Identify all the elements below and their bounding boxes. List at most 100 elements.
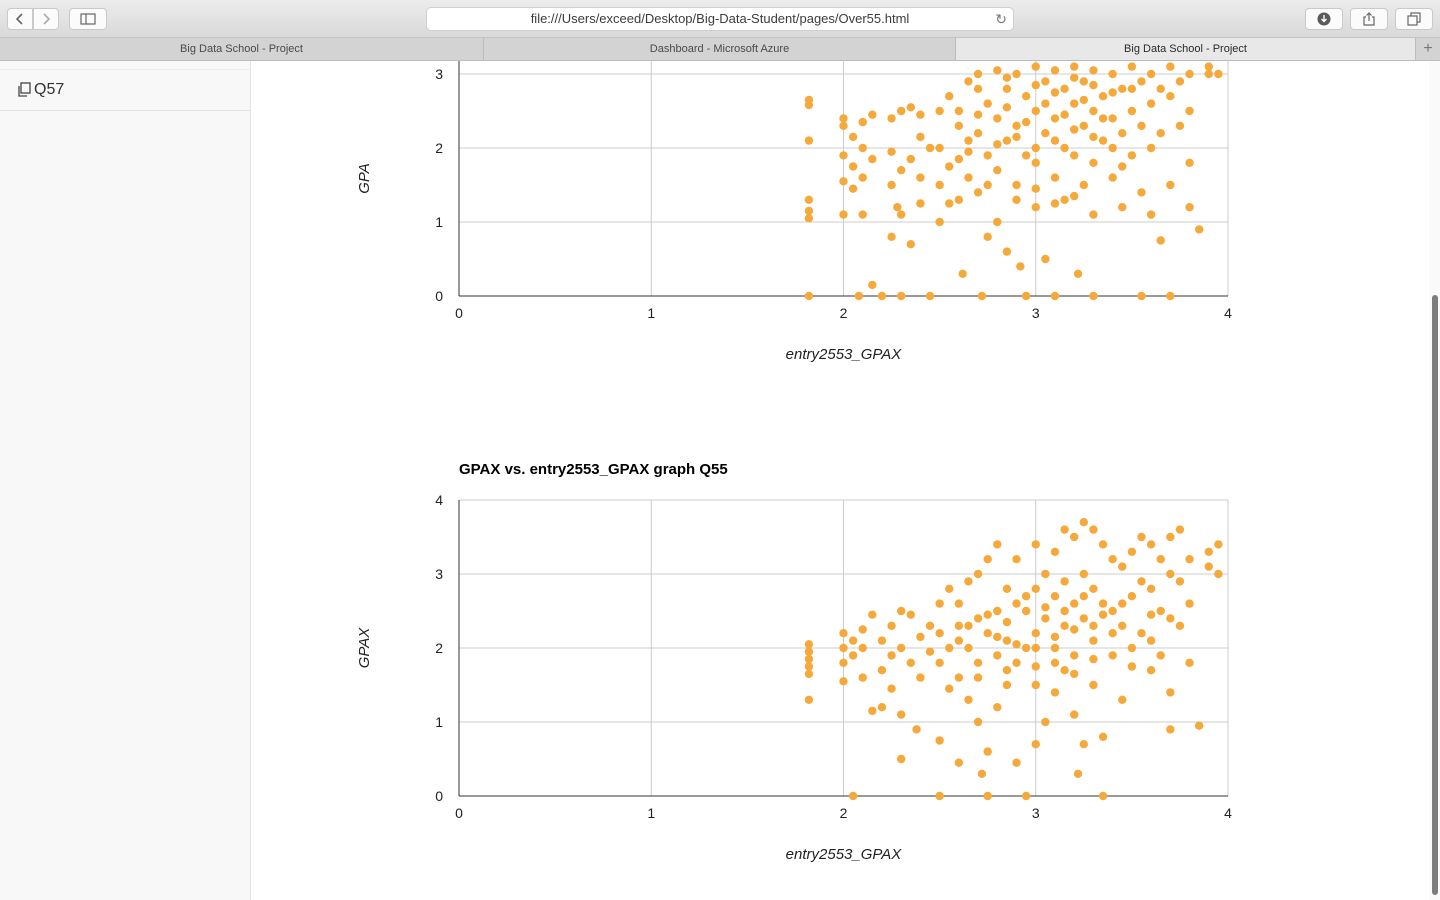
data-point bbox=[1137, 188, 1146, 197]
data-point bbox=[1108, 69, 1117, 79]
data-point bbox=[1185, 106, 1194, 116]
scrollbar[interactable] bbox=[1429, 61, 1440, 900]
copy-icon bbox=[18, 82, 31, 97]
data-point bbox=[1089, 636, 1098, 645]
share-button[interactable] bbox=[1350, 8, 1388, 30]
data-point bbox=[1127, 643, 1137, 653]
data-point bbox=[1070, 710, 1079, 719]
data-point bbox=[1041, 129, 1050, 138]
data-point bbox=[1050, 547, 1060, 556]
data-point bbox=[1108, 555, 1117, 564]
data-point bbox=[1127, 547, 1137, 556]
tab-big-data-school-1[interactable]: Big Data School - Project bbox=[0, 38, 484, 60]
data-point bbox=[1118, 203, 1127, 212]
tabs-overview-button[interactable] bbox=[1395, 8, 1433, 30]
data-point bbox=[839, 114, 848, 123]
data-point bbox=[1137, 291, 1146, 301]
data-point bbox=[1021, 291, 1031, 301]
data-point bbox=[954, 758, 964, 767]
tab-azure-dashboard[interactable]: Dashboard - Microsoft Azure bbox=[484, 38, 956, 60]
data-point bbox=[868, 280, 877, 290]
data-point bbox=[839, 677, 848, 686]
data-point bbox=[935, 217, 944, 227]
data-point bbox=[804, 214, 814, 223]
reload-icon[interactable]: ↻ bbox=[995, 11, 1007, 27]
scrollbar-thumb[interactable] bbox=[1432, 295, 1438, 895]
data-point bbox=[1146, 210, 1156, 219]
data-point bbox=[1166, 688, 1175, 697]
data-point bbox=[1089, 80, 1098, 90]
x-tick-label: 3 bbox=[1032, 305, 1040, 321]
x-tick-label: 4 bbox=[1224, 805, 1232, 821]
data-point bbox=[935, 629, 944, 638]
downloads-button[interactable] bbox=[1305, 8, 1343, 30]
data-point bbox=[1041, 717, 1050, 727]
data-point bbox=[1031, 629, 1040, 638]
data-point bbox=[839, 629, 848, 638]
data-point bbox=[916, 199, 925, 208]
data-point bbox=[1175, 621, 1185, 630]
data-point bbox=[1002, 103, 1012, 112]
data-point bbox=[1118, 162, 1127, 171]
data-point bbox=[848, 162, 858, 171]
data-point bbox=[1002, 617, 1012, 627]
x-tick-label: 0 bbox=[455, 805, 463, 821]
data-point bbox=[887, 232, 896, 241]
data-point bbox=[983, 180, 992, 190]
data-point bbox=[839, 177, 848, 186]
address-bar[interactable]: file:///Users/exceed/Desktop/Big-Data-St… bbox=[426, 7, 1014, 31]
data-point bbox=[1060, 110, 1069, 119]
data-point bbox=[1041, 99, 1050, 108]
chevron-right-icon bbox=[43, 13, 51, 25]
data-point bbox=[1079, 77, 1089, 86]
tab-big-data-school-2[interactable]: Big Data School - Project bbox=[956, 38, 1416, 60]
data-point bbox=[1002, 136, 1012, 145]
data-point bbox=[1108, 651, 1117, 660]
data-point bbox=[925, 647, 935, 656]
data-point bbox=[877, 291, 887, 301]
data-point bbox=[964, 621, 973, 630]
data-point bbox=[1089, 158, 1098, 167]
new-tab-button[interactable]: + bbox=[1423, 40, 1433, 57]
data-point bbox=[993, 217, 1002, 227]
data-point bbox=[804, 100, 814, 110]
data-point bbox=[1079, 592, 1089, 601]
data-point bbox=[1204, 69, 1213, 79]
data-point bbox=[1050, 88, 1060, 97]
data-point bbox=[1031, 203, 1040, 212]
data-point bbox=[896, 754, 906, 764]
data-point bbox=[993, 540, 1002, 549]
data-point bbox=[868, 610, 877, 619]
data-point bbox=[1070, 599, 1079, 608]
data-point bbox=[1041, 77, 1050, 86]
data-point bbox=[896, 210, 906, 219]
data-point bbox=[1166, 614, 1175, 623]
data-point bbox=[954, 599, 964, 608]
back-button[interactable] bbox=[7, 8, 33, 30]
data-point bbox=[1156, 129, 1165, 138]
data-point bbox=[1098, 136, 1108, 145]
data-point bbox=[916, 173, 925, 182]
sidebar-item-q57[interactable]: Q57 bbox=[0, 69, 250, 111]
data-point bbox=[1050, 136, 1060, 145]
data-point bbox=[973, 614, 983, 623]
forward-button[interactable] bbox=[33, 8, 59, 30]
data-point bbox=[1098, 92, 1108, 101]
data-point bbox=[896, 606, 906, 616]
data-point bbox=[1089, 654, 1098, 664]
data-point bbox=[1060, 606, 1069, 616]
data-point bbox=[1002, 84, 1012, 93]
data-point bbox=[1214, 69, 1223, 79]
data-point bbox=[916, 632, 925, 642]
sidebar-toggle-button[interactable] bbox=[69, 8, 107, 30]
data-point bbox=[1031, 106, 1040, 116]
data-point bbox=[1021, 791, 1031, 801]
data-point bbox=[906, 154, 915, 164]
data-point bbox=[993, 651, 1002, 660]
data-point bbox=[1098, 791, 1108, 801]
scatter-chart-gpax: 0 1 2 3 4 0 1 2 3 4 entry2553_GPAX GPAX GPAX vs. ent… bbox=[356, 461, 1232, 863]
data-point bbox=[973, 110, 983, 119]
data-point bbox=[958, 269, 967, 278]
data-point bbox=[935, 106, 944, 116]
data-point bbox=[1156, 84, 1165, 93]
